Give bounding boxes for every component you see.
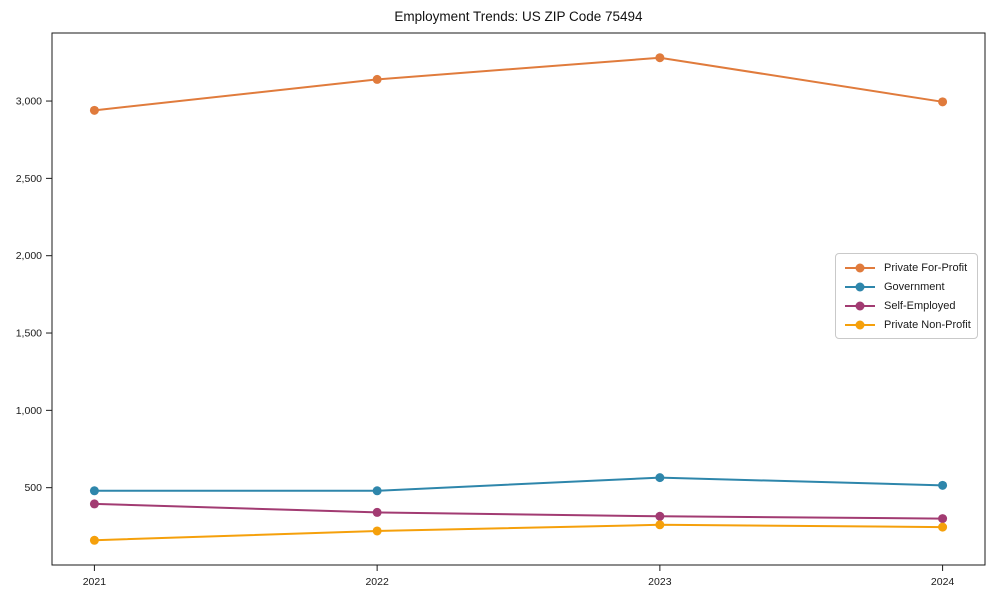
data-point xyxy=(655,53,665,63)
data-point xyxy=(938,480,948,490)
data-point xyxy=(89,535,99,545)
series-line-private-for-profit xyxy=(94,56,943,112)
x-axis-tick-label: 2023 xyxy=(648,576,672,588)
data-point xyxy=(655,511,665,521)
data-point xyxy=(372,74,382,84)
legend-item-self-employed: Self-Employed xyxy=(845,297,971,315)
x-axis-tick-label: 2021 xyxy=(83,576,107,588)
data-point xyxy=(372,526,382,536)
plot-frame xyxy=(51,32,986,566)
y-axis-tick-label: 500 xyxy=(24,482,42,494)
x-axis-tick-label: 2022 xyxy=(365,576,389,588)
line-marker-icon xyxy=(845,282,875,292)
line-marker-icon xyxy=(845,320,875,330)
data-point xyxy=(89,486,99,496)
data-point xyxy=(938,97,948,107)
legend-label: Government xyxy=(884,280,945,293)
y-axis-tick-label: 3,000 xyxy=(16,96,42,108)
x-axis-tick-label: 2024 xyxy=(931,576,955,588)
series-line-self-employed xyxy=(94,502,943,520)
data-point xyxy=(89,105,99,115)
y-axis-tick-label: 1,000 xyxy=(16,405,42,417)
legend-item-private-non-profit: Private Non-Profit xyxy=(845,316,971,334)
series-line-government xyxy=(94,476,943,492)
y-axis-tick-label: 1,500 xyxy=(16,328,42,340)
data-point xyxy=(938,522,948,532)
legend: Private For-Profit Government Self-Emplo… xyxy=(835,253,978,339)
chart-title: Employment Trends: US ZIP Code 75494 xyxy=(394,9,643,24)
data-point xyxy=(938,514,948,524)
y-axis-tick-label: 2,000 xyxy=(16,250,42,262)
legend-label: Private For-Profit xyxy=(884,261,968,274)
legend-label: Private Non-Profit xyxy=(884,318,971,331)
line-marker-icon xyxy=(845,301,875,311)
y-axis-tick-label: 2,500 xyxy=(16,173,42,185)
legend-item-government: Government xyxy=(845,278,971,296)
data-point xyxy=(655,473,665,483)
data-point xyxy=(89,499,99,509)
legend-item-private-for-profit: Private For-Profit xyxy=(845,259,971,277)
data-point xyxy=(655,520,665,530)
data-point xyxy=(372,507,382,517)
data-point xyxy=(372,486,382,496)
line-marker-icon xyxy=(845,263,875,273)
legend-label: Self-Employed xyxy=(884,299,956,312)
series-line-private-non-profit xyxy=(94,523,943,542)
